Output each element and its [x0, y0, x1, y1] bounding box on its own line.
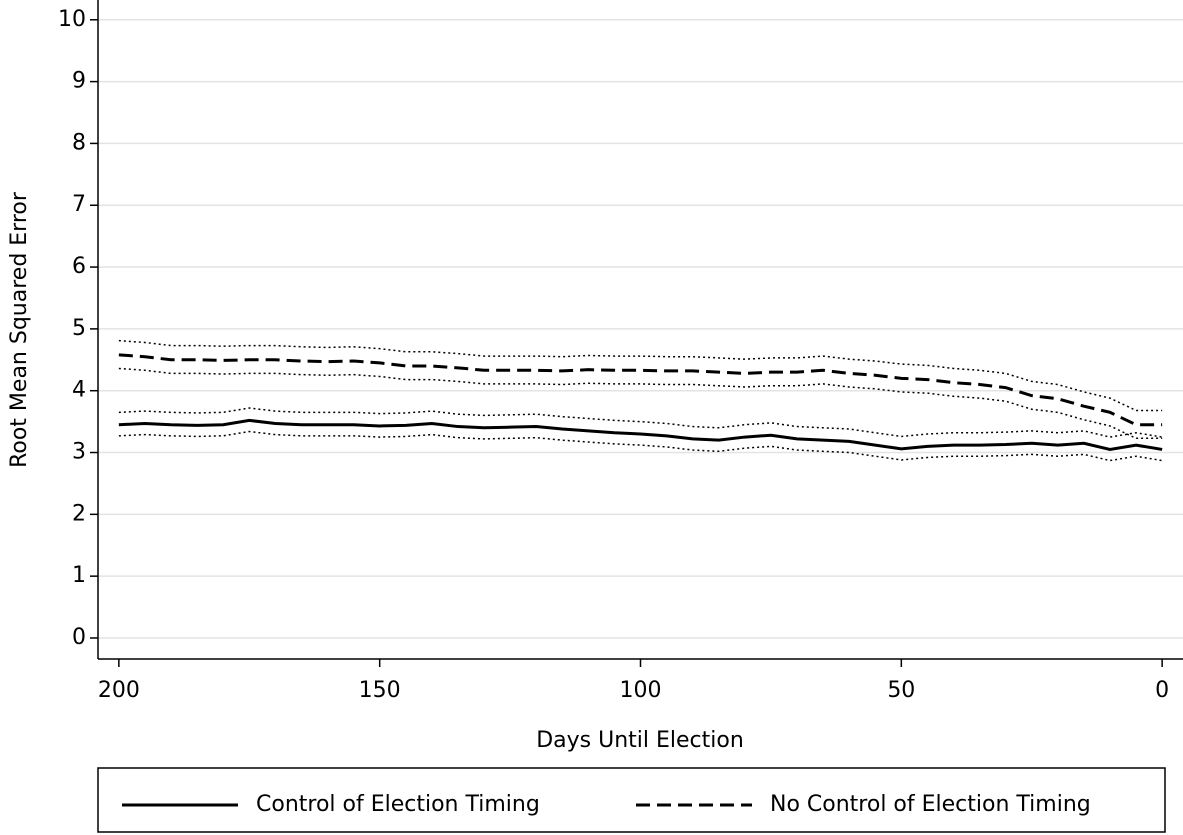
lower-bound [118, 430, 1163, 462]
y-tick-label: 1 [72, 563, 86, 588]
x-tick-label: 50 [887, 678, 915, 703]
legend-label: No Control of Election Timing [770, 792, 1091, 817]
y-tick-label: 9 [72, 69, 86, 94]
x-tick-label: 100 [620, 678, 662, 703]
x-tick-label: 0 [1155, 678, 1169, 703]
y-tick-label: 10 [58, 7, 86, 32]
series-line [118, 353, 1163, 427]
upper-bound [118, 339, 1163, 412]
y-tick-label: 7 [72, 192, 86, 217]
lower-bound [118, 367, 1163, 440]
y-tick-label: 5 [72, 316, 86, 341]
y-tick-label: 3 [72, 440, 86, 465]
series-line [118, 418, 1163, 451]
y-axis-label: Root Mean Squared Error [7, 191, 32, 468]
legend-label: Control of Election Timing [256, 792, 540, 817]
x-tick-label: 150 [359, 678, 401, 703]
y-tick-label: 2 [72, 501, 86, 526]
x-axis-label: Days Until Election [536, 728, 744, 753]
x-tick-label: 200 [98, 678, 140, 703]
y-tick-label: 4 [72, 378, 86, 403]
legend-box [97, 767, 1166, 833]
y-tick-label: 6 [72, 254, 86, 279]
y-tick-label: 8 [72, 130, 86, 155]
y-tick-label: 0 [72, 625, 86, 650]
